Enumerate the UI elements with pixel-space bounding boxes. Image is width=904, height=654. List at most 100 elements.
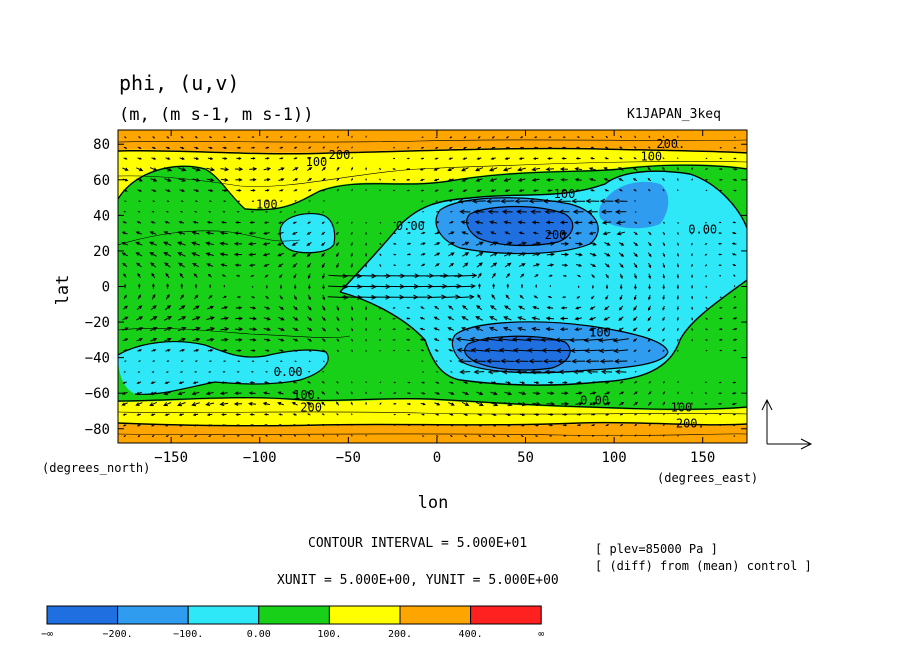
wind-arrow (634, 273, 637, 280)
wind-arrow (194, 146, 199, 150)
contour-label: 200 (329, 148, 351, 162)
wind-arrow (662, 349, 665, 352)
wind-arrow (378, 349, 381, 352)
wind-arrow (469, 336, 489, 342)
wind-arrow (350, 252, 353, 258)
wind-arrow (733, 284, 736, 288)
wind-arrow (405, 328, 411, 331)
wind-arrow (307, 424, 311, 427)
wind-arrow (517, 167, 526, 172)
wind-arrow (265, 285, 268, 289)
wind-arrow (421, 381, 426, 384)
wind-arrow (306, 252, 312, 257)
wind-arrow (365, 178, 367, 181)
wind-arrow (149, 391, 157, 396)
wind-arrow (546, 306, 554, 310)
wind-arrow (633, 262, 638, 269)
wind-arrow (277, 252, 284, 257)
wind-arrow (351, 135, 353, 138)
wind-arrow (406, 147, 410, 149)
wind-arrow (406, 402, 412, 406)
wind-arrow (278, 305, 285, 310)
wind-arrow (476, 157, 482, 160)
wind-arrow (279, 295, 283, 300)
wind-arrow (585, 198, 600, 204)
wind-arrow (573, 220, 583, 225)
wind-arrow (342, 284, 363, 290)
wind-arrow (322, 370, 325, 373)
wind-arrow (151, 283, 155, 289)
wind-arrow (208, 435, 212, 437)
wind-arrow (179, 272, 184, 279)
wind-arrow (477, 381, 483, 384)
wind-arrow (676, 284, 680, 290)
wind-arrow (571, 358, 586, 364)
wind-arrow (648, 391, 652, 395)
wind-arrow (459, 209, 471, 215)
wind-arrow (150, 178, 158, 182)
wind-arrow (461, 178, 469, 182)
wind-arrow (191, 401, 200, 407)
wind-arrow (193, 273, 198, 278)
colorbar-swatch (399, 605, 472, 625)
wind-arrow (691, 391, 693, 394)
wind-arrow (121, 402, 128, 406)
wind-arrow (236, 371, 240, 373)
wind-arrow (206, 381, 213, 385)
wind-arrow (307, 413, 311, 416)
wind-arrow (150, 381, 156, 384)
wind-arrow (209, 284, 212, 288)
wind-arrow (166, 360, 170, 362)
wind-arrow (219, 241, 229, 246)
wind-arrow (463, 136, 467, 139)
wind-arrow (279, 371, 282, 373)
wind-arrow (519, 381, 526, 385)
wind-arrow (250, 306, 257, 310)
wind-arrow (633, 189, 637, 192)
wind-arrow (263, 167, 272, 171)
wind-arrow (561, 391, 569, 396)
wind-arrow (676, 274, 680, 279)
wind-arrow (589, 242, 597, 246)
wind-arrow (662, 242, 666, 247)
wind-arrow (619, 146, 623, 149)
wind-arrow (263, 391, 270, 395)
wind-arrow (164, 178, 172, 182)
wind-arrow (137, 434, 141, 438)
colorbar-label: 200. (388, 629, 412, 640)
wind-arrow (379, 381, 382, 384)
wind-arrow (477, 294, 482, 300)
wind-arrow (219, 231, 228, 236)
wind-arrow (308, 135, 311, 139)
wind-arrow (321, 413, 325, 416)
wind-arrow (177, 252, 186, 257)
wind-arrow (487, 209, 499, 215)
wind-arrow (590, 146, 595, 149)
wind-arrow (662, 413, 665, 416)
wind-arrow (560, 231, 568, 235)
wind-arrow (449, 200, 452, 202)
wind-arrow (448, 305, 454, 310)
wind-arrow (237, 136, 241, 138)
wind-arrow (514, 358, 529, 364)
wind-arrow (719, 317, 723, 320)
wind-arrow (336, 135, 339, 138)
wind-arrow (263, 263, 270, 267)
wind-arrow (605, 135, 609, 138)
wind-arrow (677, 401, 679, 406)
wind-arrow (236, 349, 242, 352)
wind-arrow (194, 210, 197, 213)
wind-arrow (336, 146, 339, 149)
wind-arrow (321, 327, 326, 332)
colorbar-label: −200. (103, 629, 133, 640)
wind-arrow (137, 211, 141, 213)
wind-arrow (533, 381, 540, 385)
wind-arrow (542, 358, 557, 364)
wind-arrow (647, 166, 652, 171)
contour-label: 200. (656, 137, 685, 151)
wind-arrow (135, 231, 143, 235)
wind-arrow (549, 435, 553, 437)
wind-arrow (336, 423, 339, 427)
wind-arrow (563, 274, 567, 277)
wind-arrow (662, 146, 665, 149)
